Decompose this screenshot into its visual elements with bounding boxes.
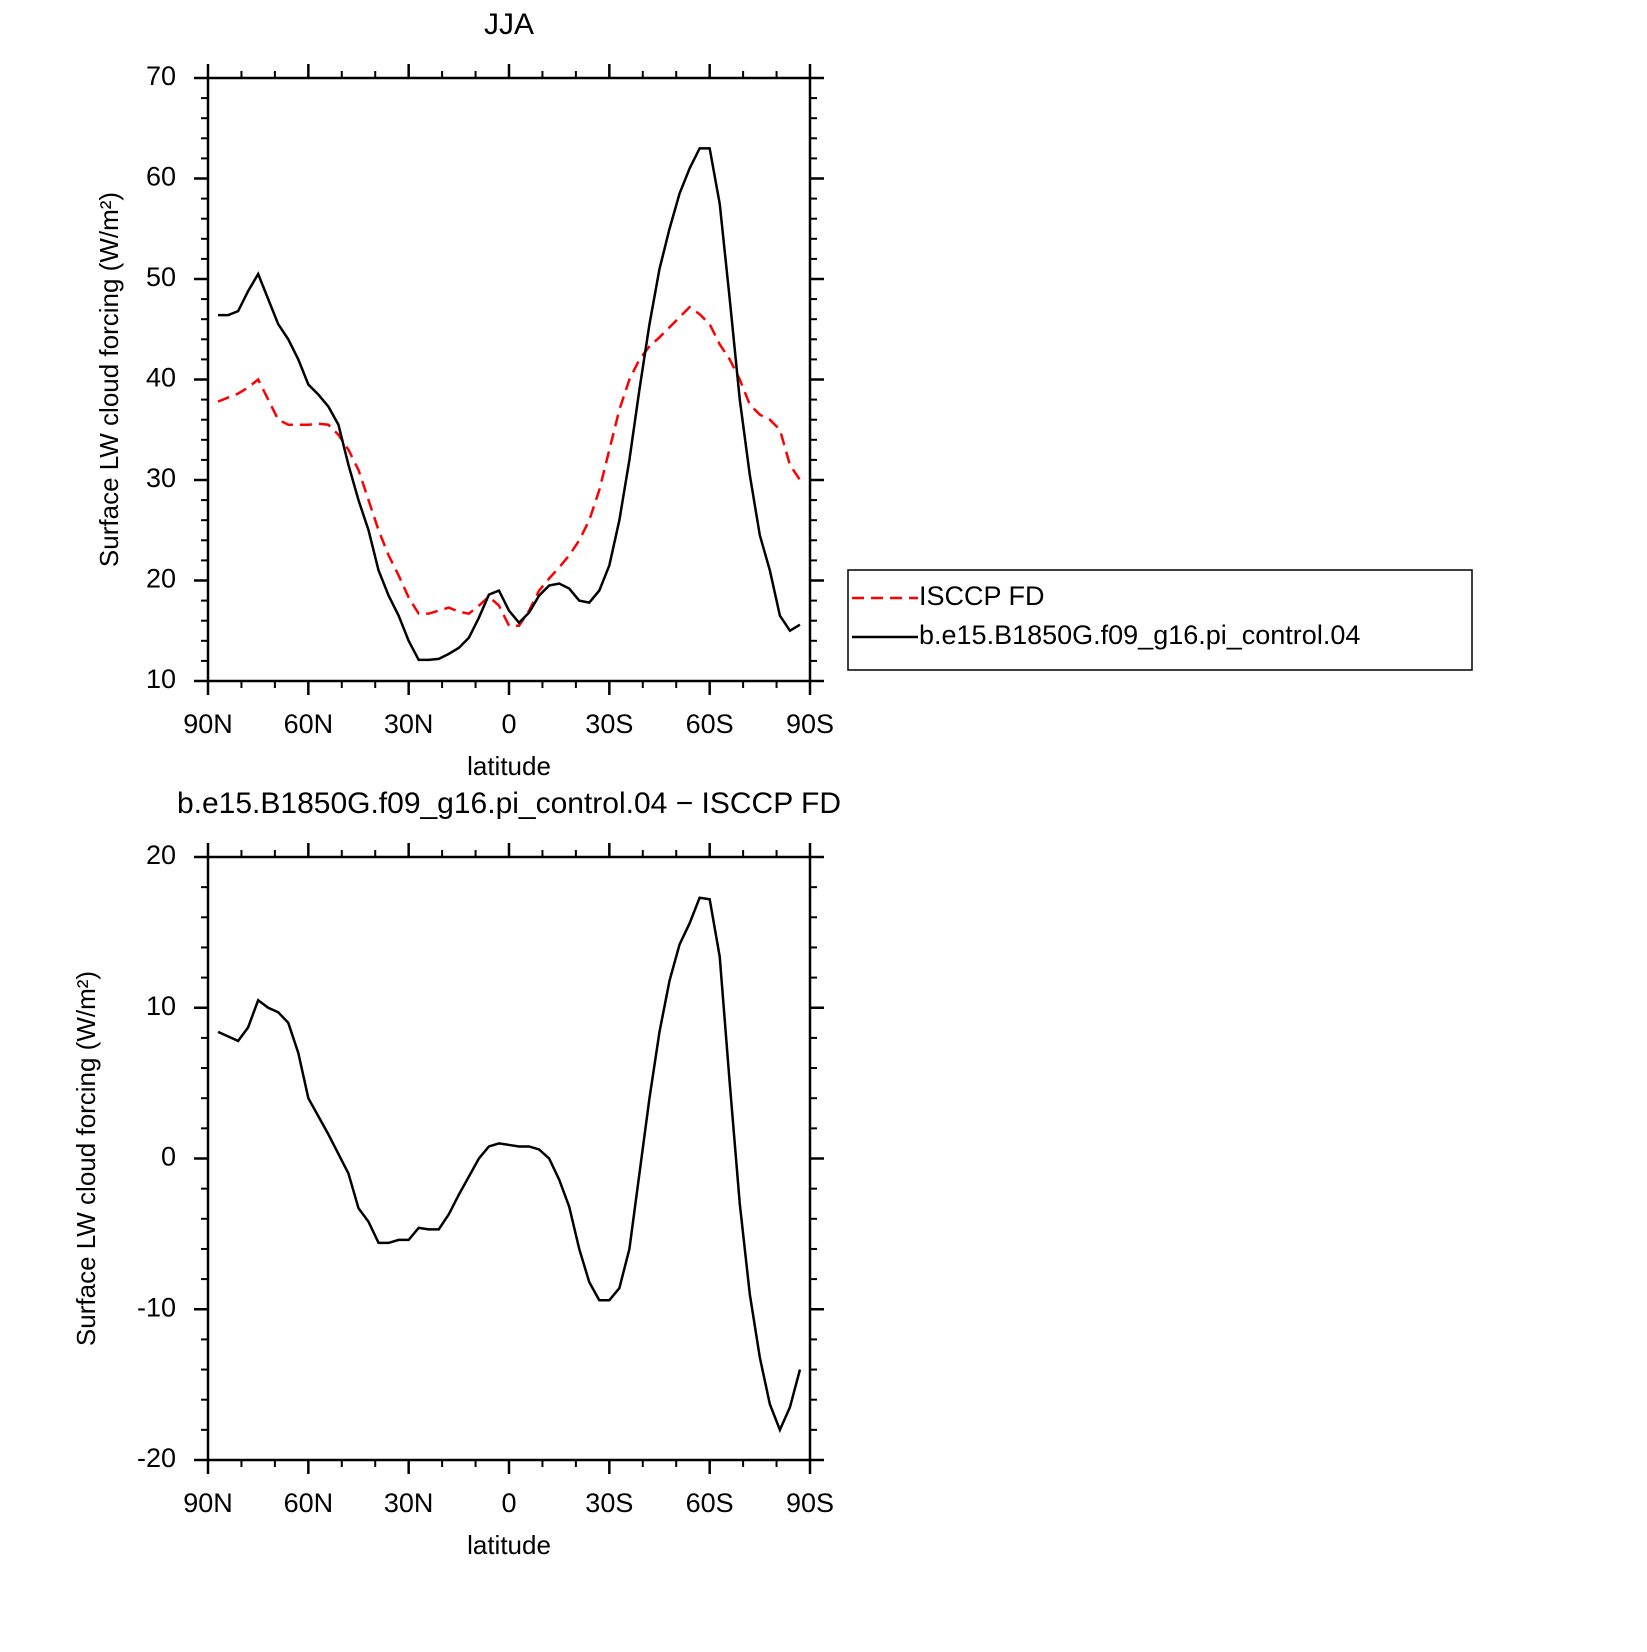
- y-tick-label: 20: [146, 564, 176, 594]
- x-tick-label: 60N: [284, 1488, 334, 1518]
- legend-label: ISCCP FD: [919, 581, 1045, 611]
- y-axis-label: Surface LW cloud forcing (W/m²): [71, 971, 101, 1346]
- data-line: [218, 147, 801, 662]
- x-tick-label: 0: [501, 1488, 516, 1518]
- y-tick-label: 50: [146, 262, 176, 292]
- x-tick-label: 90S: [786, 1488, 834, 1518]
- y-tick-label: -20: [137, 1443, 176, 1473]
- y-tick-label: 70: [146, 61, 176, 91]
- x-tick-label: 60S: [686, 1488, 734, 1518]
- x-tick-label: 90N: [183, 709, 233, 739]
- x-tick-label: 30N: [384, 709, 434, 739]
- x-tick-label: 0: [501, 709, 516, 739]
- legend-box: [847, 569, 1473, 671]
- data-line: [217, 896, 802, 1434]
- y-tick-label: -10: [137, 1292, 176, 1322]
- y-tick-label: 60: [146, 162, 176, 192]
- y-tick-label: 30: [146, 463, 176, 493]
- y-tick-label: 10: [146, 664, 176, 694]
- x-axis-label: latitude: [467, 751, 551, 781]
- x-tick-label: 30N: [384, 1488, 434, 1518]
- x-tick-label: 90N: [183, 1488, 233, 1518]
- x-tick-label: 60N: [284, 709, 334, 739]
- chart-title: JJA: [484, 8, 534, 41]
- y-tick-label: 0: [161, 1142, 176, 1172]
- y-tick-label: 20: [146, 840, 176, 870]
- chart-title: b.e15.B1850G.f09_g16.pi_control.04 − ISC…: [177, 787, 841, 820]
- plot-frame: [206, 855, 812, 1462]
- plot-frame: [206, 76, 812, 683]
- x-tick-label: 30S: [585, 1488, 633, 1518]
- y-axis-label: Surface LW cloud forcing (W/m²): [94, 192, 124, 567]
- y-tick-label: 40: [146, 363, 176, 393]
- data-line: [217, 305, 802, 627]
- legend-label: b.e15.B1850G.f09_g16.pi_control.04: [919, 620, 1360, 650]
- y-tick-label: 10: [146, 991, 176, 1021]
- x-tick-label: 30S: [585, 709, 633, 739]
- x-axis-label: latitude: [467, 1530, 551, 1560]
- x-tick-label: 90S: [786, 709, 834, 739]
- x-tick-label: 60S: [686, 709, 734, 739]
